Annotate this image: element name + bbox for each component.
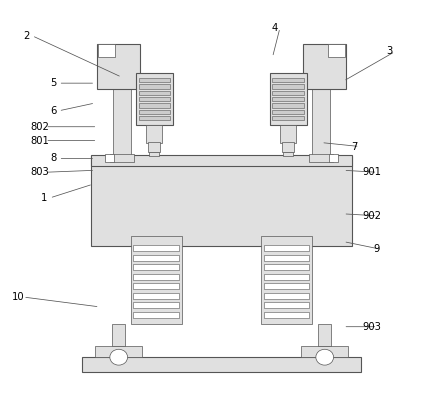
Bar [133, 255, 179, 261]
Bar [264, 255, 309, 261]
Bar [264, 274, 309, 280]
Bar [139, 97, 170, 101]
Bar [309, 154, 333, 162]
Text: 1: 1 [41, 193, 47, 203]
Bar [148, 142, 160, 152]
Bar [280, 125, 296, 143]
Bar [272, 91, 304, 95]
Bar [82, 357, 361, 372]
Bar [105, 154, 114, 162]
Bar [91, 156, 352, 246]
Bar [110, 154, 134, 162]
Text: 801: 801 [31, 135, 49, 146]
Text: 5: 5 [50, 78, 56, 88]
Bar [139, 91, 170, 95]
Bar [136, 73, 173, 125]
Text: 802: 802 [31, 122, 49, 132]
Text: 4: 4 [272, 23, 278, 33]
Bar [133, 274, 179, 280]
Bar [133, 245, 179, 251]
Bar [98, 44, 115, 57]
Bar [282, 142, 294, 152]
Bar [261, 236, 312, 324]
Bar [272, 97, 304, 101]
Bar [272, 110, 304, 114]
Bar [264, 283, 309, 289]
Bar [272, 116, 304, 120]
Bar [133, 293, 179, 299]
Bar [270, 73, 307, 125]
Text: 803: 803 [31, 167, 49, 177]
Bar [112, 324, 125, 346]
Bar [272, 103, 304, 108]
Bar [133, 302, 179, 308]
Bar [139, 110, 170, 114]
Bar [133, 283, 179, 289]
Text: 6: 6 [50, 106, 56, 116]
Circle shape [110, 349, 128, 365]
Bar [146, 125, 162, 143]
Text: 2: 2 [23, 30, 30, 41]
Bar [283, 152, 293, 156]
Text: 902: 902 [363, 211, 381, 221]
Circle shape [316, 349, 334, 365]
Bar [329, 154, 338, 162]
Bar [272, 84, 304, 89]
Bar [264, 293, 309, 299]
Bar [113, 70, 131, 155]
Bar [139, 116, 170, 120]
Bar [149, 152, 159, 156]
Bar [133, 264, 179, 270]
Bar [301, 346, 348, 357]
Bar [328, 44, 345, 57]
Text: 903: 903 [363, 322, 381, 332]
Text: 901: 901 [363, 167, 381, 177]
Bar [264, 245, 309, 251]
Bar [264, 312, 309, 318]
Bar [139, 103, 170, 108]
Text: 8: 8 [50, 153, 56, 164]
Bar [133, 312, 179, 318]
Bar [264, 302, 309, 308]
Text: 7: 7 [351, 141, 358, 152]
Text: 10: 10 [12, 292, 24, 302]
Bar [95, 346, 142, 357]
Bar [318, 324, 331, 346]
Bar [139, 84, 170, 89]
Bar [312, 70, 330, 155]
Bar [131, 236, 182, 324]
Bar [91, 155, 352, 166]
Bar [139, 78, 170, 82]
Bar [97, 44, 140, 89]
Bar [303, 44, 346, 89]
Text: 9: 9 [373, 244, 380, 255]
Text: 3: 3 [387, 46, 393, 57]
Bar [264, 264, 309, 270]
Bar [272, 78, 304, 82]
